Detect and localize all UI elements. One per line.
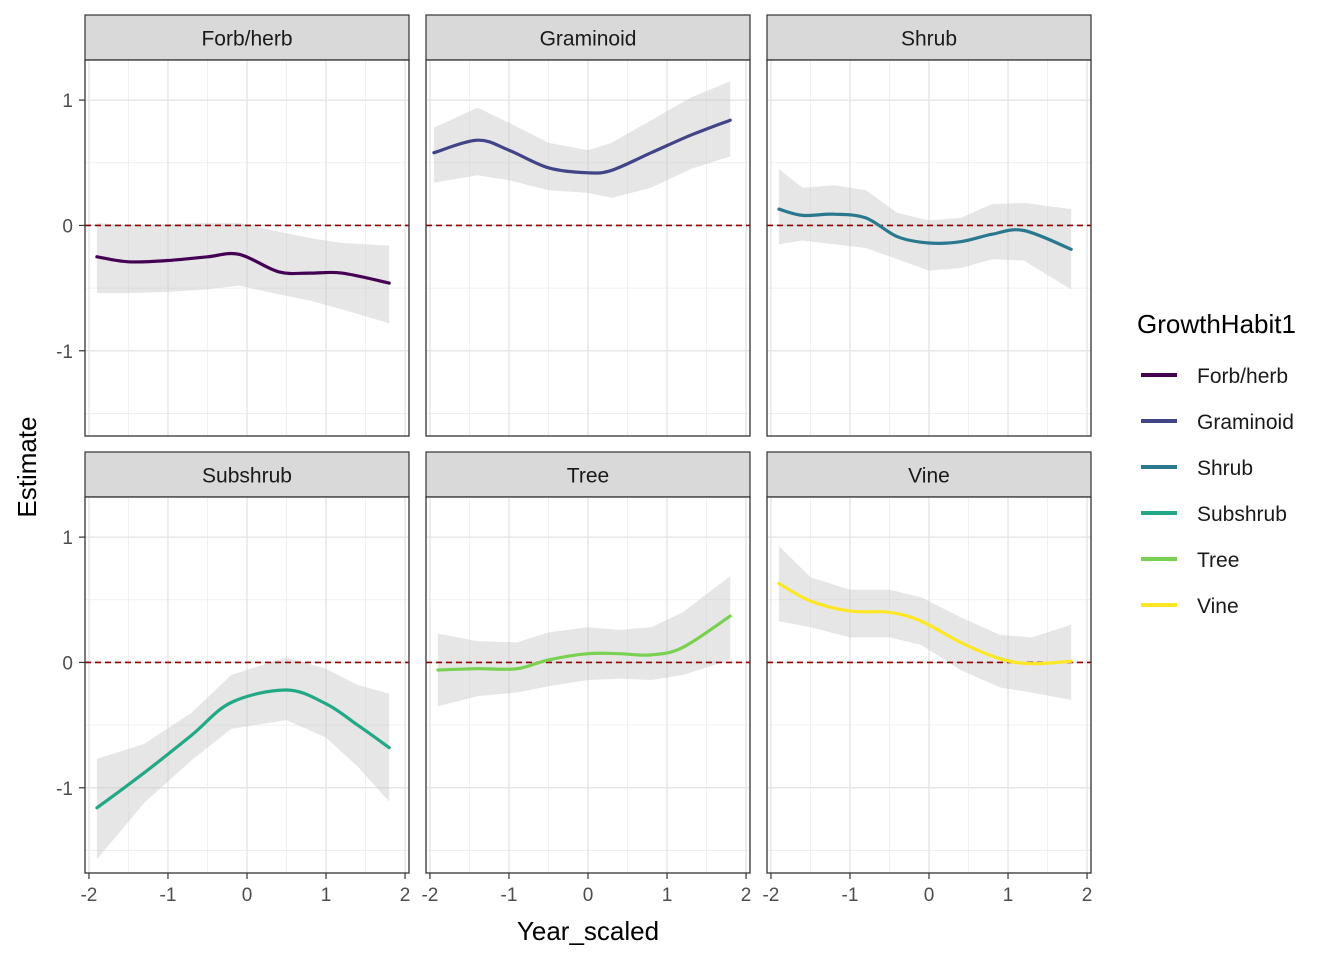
- x-tick-label: -2: [762, 885, 779, 906]
- x-tick-label: 2: [400, 885, 411, 906]
- strip-forb-herb: [84, 14, 410, 61]
- x-tick-label: 1: [1003, 885, 1014, 906]
- x-tick-label: 1: [321, 885, 332, 906]
- grid: [85, 60, 409, 436]
- series-line-subshrub: [95, 688, 391, 810]
- confidence-band-shrub: [778, 169, 1072, 290]
- legend-label-vine: Vine: [1197, 595, 1239, 618]
- y-tick-label: 1: [62, 528, 73, 549]
- x-tick-label: 0: [924, 885, 935, 906]
- legend-item-forb-herb: Forb/herb: [1141, 365, 1288, 388]
- legend-item-subshrub: Subshrub: [1141, 503, 1287, 526]
- confidence-band-subshrub: [96, 657, 390, 860]
- strip-label-tree: Tree: [567, 465, 609, 488]
- x-tick-label: 0: [583, 885, 594, 906]
- x-tick-label: -1: [842, 885, 859, 906]
- legend-items: Forb/herb Graminoid Shrub Subshrub Tree Vine: [1141, 365, 1294, 618]
- x-axis-title: Year_scaled: [517, 916, 659, 946]
- strip-label-graminoid: Graminoid: [540, 28, 637, 51]
- axes: -1 0 1 -1 0 1 -2 -1 0 1 2 -2 -1 0 1 2 -2 -1 0 1 2: [56, 91, 1092, 906]
- confidence-band-tree: [437, 576, 731, 707]
- y-tick-label: 0: [62, 653, 73, 674]
- legend-label-subshrub: Subshrub: [1197, 503, 1287, 526]
- x-tick-label: 1: [662, 885, 673, 906]
- strip-label-vine: Vine: [908, 465, 950, 488]
- legend-label-forb-herb: Forb/herb: [1197, 365, 1288, 388]
- legend-title: GrowthHabit1: [1137, 309, 1296, 339]
- x-tick-label: -1: [501, 885, 518, 906]
- panel-vine: Vine: [766, 451, 1092, 874]
- panel-forb-herb: Forb/herb: [84, 14, 410, 437]
- series-line-graminoid: [432, 118, 732, 175]
- panel-border: [425, 59, 751, 437]
- series-line-vine: [777, 581, 1073, 666]
- x-tick-label: -2: [80, 885, 97, 906]
- x-tick-label: 0: [242, 885, 253, 906]
- legend-item-shrub: Shrub: [1141, 457, 1253, 480]
- confidence-band-graminoid: [433, 81, 731, 198]
- y-tick-label: 0: [62, 216, 73, 237]
- y-axis-title: Estimate: [12, 416, 42, 517]
- panel-graminoid: Graminoid: [425, 14, 751, 437]
- strip-tree: [425, 451, 751, 498]
- x-tick-label: 2: [741, 885, 752, 906]
- strip-label-forb-herb: Forb/herb: [201, 28, 292, 51]
- confidence-band-forb-herb: [96, 222, 390, 324]
- strip-label-shrub: Shrub: [901, 28, 957, 51]
- strip-label-subshrub: Subshrub: [202, 465, 292, 488]
- series-line-shrub: [777, 207, 1073, 251]
- panel-shrub: Shrub: [766, 14, 1092, 437]
- strip-vine: [766, 451, 1092, 498]
- panel-subshrub: Subshrub: [84, 451, 410, 874]
- legend-label-graminoid: Graminoid: [1197, 411, 1294, 434]
- panel-tree: Tree: [425, 451, 751, 874]
- legend-item-vine: Vine: [1141, 595, 1239, 618]
- x-tick-label: 2: [1082, 885, 1093, 906]
- strip-graminoid: [425, 14, 751, 61]
- series-line-forb-herb: [95, 251, 391, 285]
- y-tick-label: 1: [62, 91, 73, 112]
- legend-item-tree: Tree: [1141, 549, 1239, 572]
- x-tick-label: -1: [160, 885, 177, 906]
- legend-item-graminoid: Graminoid: [1141, 411, 1294, 434]
- facet-panels: Forb/herb Graminoid Shrub Subshrub Tree Vine: [84, 14, 1092, 874]
- y-tick-label: -1: [56, 342, 73, 363]
- panel-border: [84, 59, 410, 437]
- legend-label-tree: Tree: [1197, 549, 1239, 572]
- legend-label-shrub: Shrub: [1197, 457, 1253, 480]
- series-line-tree: [436, 614, 732, 672]
- y-tick-label: -1: [56, 779, 73, 800]
- x-tick-label: -2: [421, 885, 438, 906]
- panel-border: [766, 59, 1092, 437]
- legend: GrowthHabit1 Forb/herb Graminoid Shrub Subs…: [1137, 309, 1296, 618]
- strip-shrub: [766, 14, 1092, 61]
